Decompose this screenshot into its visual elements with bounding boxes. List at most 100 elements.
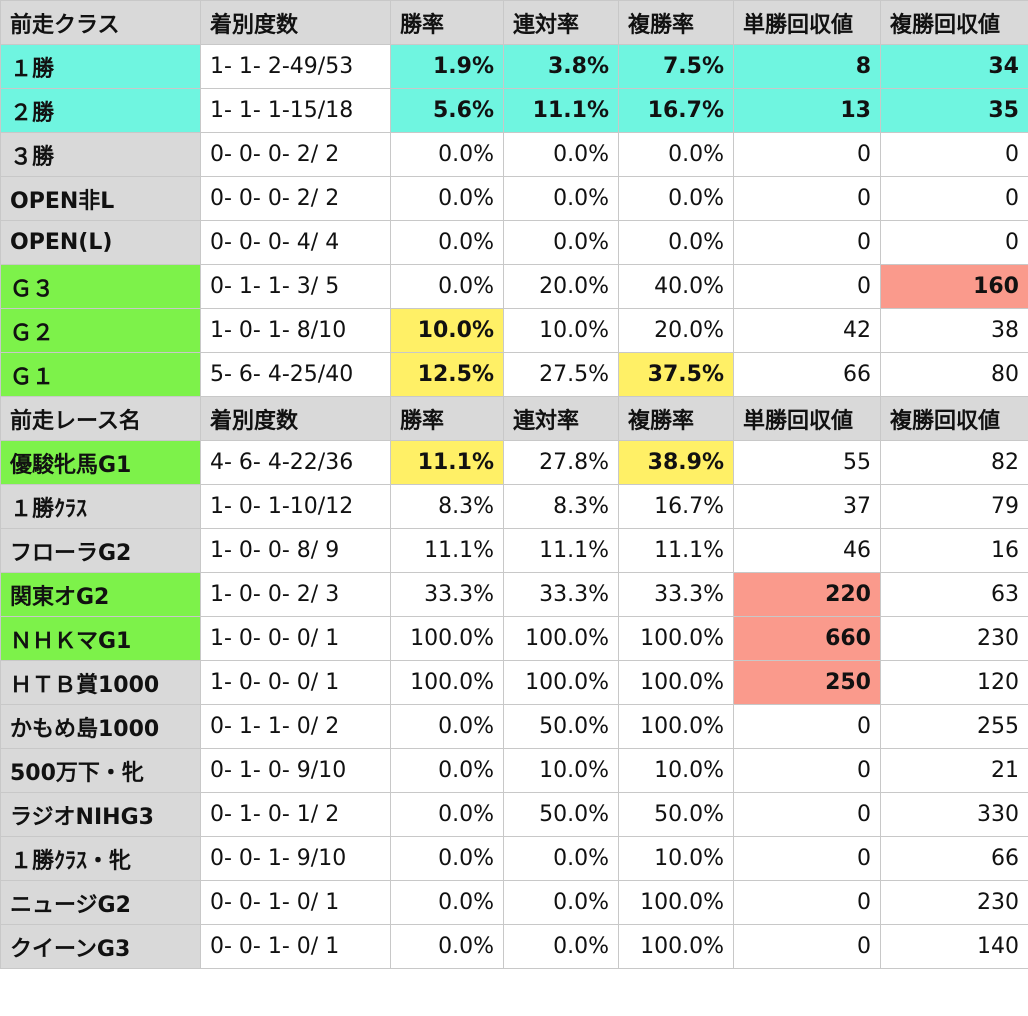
header-record: 着別度数: [200, 396, 391, 441]
row-name: OPEN(L): [0, 220, 201, 265]
row-top3-rate: 20.0%: [618, 308, 734, 353]
row-name: Ｇ２: [0, 308, 201, 353]
row-win-rate: 0.0%: [390, 792, 504, 837]
row-record: 0- 0- 0- 2/ 2: [200, 176, 391, 221]
table-row: 関東オG2 1- 0- 0- 2/ 3 33.3% 33.3% 33.3% 22…: [0, 572, 1028, 617]
row-win-return: 660: [733, 616, 881, 661]
row-top3-rate: 50.0%: [618, 792, 734, 837]
row-top2-rate: 100.0%: [503, 616, 619, 661]
row-win-return: 0: [733, 836, 881, 881]
row-win-rate: 0.0%: [390, 704, 504, 749]
row-top2-rate: 0.0%: [503, 132, 619, 177]
row-win-return: 0: [733, 132, 881, 177]
row-win-rate: 8.3%: [390, 484, 504, 529]
table-row: OPEN非L 0- 0- 0- 2/ 2 0.0% 0.0% 0.0% 0 0: [0, 176, 1028, 221]
row-top2-rate: 27.5%: [503, 352, 619, 397]
row-name: ３勝: [0, 132, 201, 177]
row-place-return: 330: [880, 792, 1028, 837]
row-top3-rate: 16.7%: [618, 88, 734, 133]
row-win-return: 220: [733, 572, 881, 617]
row-name: 優駿牝馬G1: [0, 440, 201, 485]
row-name: 500万下・牝: [0, 748, 201, 793]
row-name: ラジオNIHG3: [0, 792, 201, 837]
header-previous-race: 前走レース名: [0, 396, 201, 441]
table-row: ＮＨＫマG1 1- 0- 0- 0/ 1 100.0% 100.0% 100.0…: [0, 616, 1028, 661]
row-place-return: 35: [880, 88, 1028, 133]
header-top3-rate: 複勝率: [618, 0, 734, 45]
row-top2-rate: 3.8%: [503, 44, 619, 89]
row-place-return: 82: [880, 440, 1028, 485]
row-place-return: 34: [880, 44, 1028, 89]
row-top3-rate: 33.3%: [618, 572, 734, 617]
table-row: ２勝 1- 1- 1-15/18 5.6% 11.1% 16.7% 13 35: [0, 88, 1028, 133]
header-place-return: 複勝回収値: [880, 0, 1028, 45]
row-place-return: 140: [880, 924, 1028, 969]
row-place-return: 80: [880, 352, 1028, 397]
row-win-rate: 0.0%: [390, 880, 504, 925]
header-place-return: 複勝回収値: [880, 396, 1028, 441]
row-name: Ｇ３: [0, 264, 201, 309]
row-win-return: 13: [733, 88, 881, 133]
row-record: 0- 0- 0- 2/ 2: [200, 132, 391, 177]
row-record: 0- 0- 1- 0/ 1: [200, 880, 391, 925]
row-top2-rate: 27.8%: [503, 440, 619, 485]
row-record: 0- 1- 1- 3/ 5: [200, 264, 391, 309]
row-name: OPEN非L: [0, 176, 201, 221]
row-top2-rate: 0.0%: [503, 924, 619, 969]
row-win-rate: 0.0%: [390, 836, 504, 881]
row-name: かもめ島1000: [0, 704, 201, 749]
row-place-return: 230: [880, 616, 1028, 661]
row-win-return: 0: [733, 704, 881, 749]
row-record: 1- 1- 1-15/18: [200, 88, 391, 133]
row-top3-rate: 100.0%: [618, 616, 734, 661]
header-win-return: 単勝回収値: [733, 0, 881, 45]
row-win-rate: 11.1%: [390, 440, 504, 485]
row-name: クイーンG3: [0, 924, 201, 969]
row-win-rate: 100.0%: [390, 616, 504, 661]
row-top2-rate: 100.0%: [503, 660, 619, 705]
row-record: 0- 1- 1- 0/ 2: [200, 704, 391, 749]
header-win-return: 単勝回収値: [733, 396, 881, 441]
row-top3-rate: 100.0%: [618, 660, 734, 705]
row-top3-rate: 7.5%: [618, 44, 734, 89]
row-top3-rate: 0.0%: [618, 132, 734, 177]
row-top2-rate: 11.1%: [503, 88, 619, 133]
row-record: 1- 1- 2-49/53: [200, 44, 391, 89]
table-row: OPEN(L) 0- 0- 0- 4/ 4 0.0% 0.0% 0.0% 0 0: [0, 220, 1028, 265]
row-win-rate: 11.1%: [390, 528, 504, 573]
row-top3-rate: 100.0%: [618, 924, 734, 969]
row-name: ＨＴＢ賞1000: [0, 660, 201, 705]
row-win-rate: 12.5%: [390, 352, 504, 397]
row-place-return: 63: [880, 572, 1028, 617]
row-top2-rate: 20.0%: [503, 264, 619, 309]
row-record: 1- 0- 0- 0/ 1: [200, 616, 391, 661]
row-place-return: 38: [880, 308, 1028, 353]
row-record: 0- 1- 0- 1/ 2: [200, 792, 391, 837]
table-row: １勝ｸﾗｽ・牝 0- 0- 1- 9/10 0.0% 0.0% 10.0% 0 …: [0, 836, 1028, 881]
row-win-return: 0: [733, 264, 881, 309]
row-win-return: 46: [733, 528, 881, 573]
row-record: 1- 0- 0- 8/ 9: [200, 528, 391, 573]
row-win-return: 0: [733, 176, 881, 221]
row-top3-rate: 100.0%: [618, 880, 734, 925]
table-row: フローラG2 1- 0- 0- 8/ 9 11.1% 11.1% 11.1% 4…: [0, 528, 1028, 573]
row-record: 1- 0- 1- 8/10: [200, 308, 391, 353]
table-row: ３勝 0- 0- 0- 2/ 2 0.0% 0.0% 0.0% 0 0: [0, 132, 1028, 177]
row-top3-rate: 100.0%: [618, 704, 734, 749]
row-name: フローラG2: [0, 528, 201, 573]
class-header-row: 前走クラス 着別度数 勝率 連対率 複勝率 単勝回収値 複勝回収値: [0, 0, 1028, 45]
row-name: ＮＨＫマG1: [0, 616, 201, 661]
row-top2-rate: 0.0%: [503, 836, 619, 881]
row-record: 1- 0- 1-10/12: [200, 484, 391, 529]
row-win-return: 8: [733, 44, 881, 89]
row-top2-rate: 50.0%: [503, 792, 619, 837]
row-win-rate: 100.0%: [390, 660, 504, 705]
row-win-rate: 10.0%: [390, 308, 504, 353]
row-win-rate: 33.3%: [390, 572, 504, 617]
row-top3-rate: 16.7%: [618, 484, 734, 529]
table-row: Ｇ３ 0- 1- 1- 3/ 5 0.0% 20.0% 40.0% 0 160: [0, 264, 1028, 309]
race-header-row: 前走レース名 着別度数 勝率 連対率 複勝率 単勝回収値 複勝回収値: [0, 396, 1028, 441]
header-top3-rate: 複勝率: [618, 396, 734, 441]
header-top2-rate: 連対率: [503, 0, 619, 45]
row-name: １勝: [0, 44, 201, 89]
